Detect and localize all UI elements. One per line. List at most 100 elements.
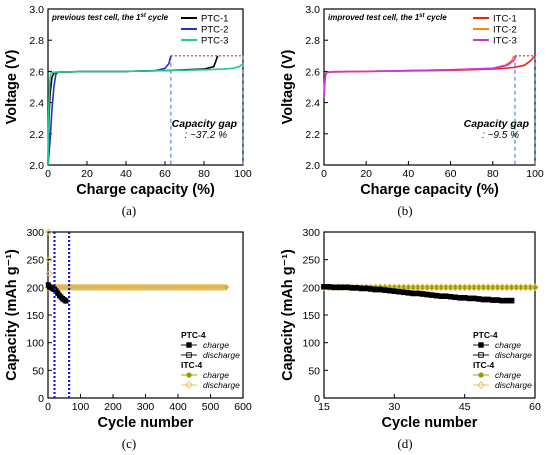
panel-d-ptc-4-charge-point — [377, 286, 383, 293]
panel-d-ptc-4-charge-point — [368, 286, 374, 292]
panel-a-xtick-label: 60 — [159, 168, 171, 180]
panel-d-ptc-4-charge-point — [325, 284, 332, 290]
panel-c-legend-label: discharge — [203, 380, 240, 390]
panel-d-ytick-label: 0 — [314, 393, 320, 405]
panel-d-ytick-label: 300 — [302, 227, 320, 239]
panel-d-itc-4-charge-point — [532, 284, 538, 290]
panel-c-xlabel: Cycle number — [98, 415, 194, 431]
panel-d-ptc-4-charge-point — [429, 292, 435, 298]
panel-b-ytick-label: 2.4 — [305, 98, 320, 110]
panel-d-xtick-label: 30 — [388, 401, 400, 413]
panel-b-series-itc-3 — [323, 55, 517, 98]
panel-d-ptc-4-charge-point — [433, 292, 440, 299]
panel-a-ytick-label: 2.8 — [29, 35, 44, 47]
panel-d-ylabel: Capacity (mAh g⁻¹) — [280, 249, 296, 381]
panel-a-series-ptc-3 — [47, 62, 244, 166]
panel-c-xtick-label: 300 — [137, 401, 155, 413]
panel-b: 0 20 40 60 80 100 2.0 2.2 2.4 2.6 2.8 3.0 Charge cap… — [280, 4, 544, 198]
panel-c-legend-label: charge — [203, 340, 229, 350]
panel-d-ptc-4-charge-point — [452, 294, 458, 300]
panel-d-ptc-4-charge-point — [476, 296, 482, 302]
panel-b-xtick-label: 60 — [445, 168, 457, 180]
panel-d-ptc-4-charge-point — [490, 297, 496, 303]
panel-d-legend-marker — [478, 342, 484, 348]
panel-b-ytick-label: 2.0 — [305, 160, 320, 172]
panel-c-initial-point — [45, 269, 53, 278]
panel-c-xtick-label: 400 — [169, 401, 187, 413]
panel-d-ytick-label: 200 — [302, 282, 320, 294]
panel-c-ylabel: Capacity (mAh g⁻¹) — [4, 249, 20, 381]
panel-d-legend-group: PTC-4 — [473, 330, 498, 340]
panel-a-xtick-label: 80 — [198, 168, 210, 180]
panel-d-ptc-4-charge-point — [461, 295, 468, 301]
panel-b-legend-label: ITC-3 — [493, 36, 517, 47]
panel-a-xlabel: Charge capacity (%) — [76, 182, 215, 198]
panel-a-xtick-label: 100 — [234, 168, 252, 180]
panel-d-ptc-4-charge-point — [508, 297, 515, 304]
panel-b-ytick-label: 2.8 — [305, 35, 320, 47]
panel-d-ptc-4-charge-point — [330, 284, 337, 291]
panel-d-legend-group: ITC-4 — [473, 360, 495, 370]
panel-b-xtick-label: 0 — [321, 168, 327, 180]
panel-b-xtick-label: 20 — [360, 168, 372, 180]
panel-d-ptc-4-charge-point — [340, 284, 346, 291]
panel-c-itc-4-discharge-point — [222, 283, 230, 291]
panel-b-gap-value: : ~9.5 % — [482, 130, 519, 141]
panel-d-legend-marker — [478, 372, 484, 378]
panel-c-legend-marker — [186, 372, 192, 378]
panel-c-legend-group: ITC-4 — [181, 360, 203, 370]
panel-c-xtick-label: 100 — [72, 401, 90, 413]
panel-d: 15 30 45 60 0 50 100 150 200 250 300 Cycle number Ca… — [280, 227, 541, 431]
panel-d-ptc-4-charge-point — [504, 297, 510, 304]
panel-d-ptc-4-charge-point — [443, 293, 449, 299]
panel-b-xtick-label: 40 — [403, 168, 415, 180]
panel-c-ptc-4-discharge-point — [63, 298, 69, 304]
panel-a-ytick-label: 3.0 — [29, 4, 44, 16]
panel-c-legend-group: PTC-4 — [181, 330, 206, 340]
panel-d-legend-label: discharge — [495, 380, 532, 390]
panel-d-ptc-4-charge-point — [438, 293, 444, 299]
panel-c-ytick-label: 250 — [26, 255, 44, 267]
panel-d-legend-marker — [477, 381, 485, 389]
panel-c-ytick-label: 0 — [38, 393, 44, 405]
panel-a-legend-label: PTC-3 — [201, 36, 228, 47]
panel-b-gap-title: Capacity gap — [464, 118, 530, 130]
panel-d-ptc-4-charge-point — [363, 285, 369, 292]
panel-d-ptc-4-charge-point — [396, 289, 402, 295]
panel-d-xlabel: Cycle number — [382, 415, 478, 431]
panel-d-ptc-4-charge-point — [321, 284, 327, 290]
panel-b-ytick-label: 3.0 — [305, 4, 320, 16]
panel-d-ptc-4-charge-point — [354, 285, 360, 291]
panel-d-xtick-label: 15 — [318, 401, 330, 413]
panel-d-ptc-4-discharge-point — [508, 297, 515, 304]
panel-d-ptc-4-charge-point — [471, 295, 477, 302]
caption-c: (c) — [121, 436, 137, 451]
panel-c-itc-4-discharge-point — [220, 283, 228, 291]
panel-d-ytick-label: 150 — [302, 310, 320, 322]
panel-d-ptc-4-charge-point — [335, 284, 341, 291]
panel-b-xtick-label: 80 — [487, 168, 499, 180]
panel-d-ptc-4-charge-point — [466, 295, 473, 302]
panel-d-ptc-4-charge-point — [499, 297, 505, 304]
panel-d-ptc-4-charge-point — [372, 286, 379, 293]
panel-c-legend-marker — [186, 352, 192, 358]
panel-d-legend-label: charge — [495, 340, 521, 350]
panel-d-ptc-4-charge-point — [494, 297, 501, 303]
panel-c-itc-4-charge-point — [223, 285, 229, 290]
panel-d-ptc-4-charge-point — [419, 291, 426, 297]
panel-d-ptc-4-charge-point — [424, 291, 430, 298]
panel-d-xtick-label: 60 — [529, 401, 541, 413]
panel-c-xtick-label: 600 — [234, 401, 252, 413]
panel-a-gap-title: Capacity gap — [172, 118, 238, 130]
panel-d-ytick-label: 50 — [308, 365, 320, 377]
panel-b-series-itc-1 — [323, 55, 536, 97]
panel-b-legend-label: ITC-2 — [493, 25, 517, 36]
panel-c-ytick-label: 50 — [32, 365, 44, 377]
panel-c-ytick-label: 150 — [26, 310, 44, 322]
panel-c-ytick-label: 200 — [26, 282, 44, 294]
panel-d-ptc-4-charge-point — [344, 284, 351, 291]
panel-b-xtick-label: 100 — [526, 168, 544, 180]
panel-a-gap-value: : ~37.2 % — [184, 130, 227, 141]
panel-d-ptc-4-charge-point — [410, 290, 416, 297]
